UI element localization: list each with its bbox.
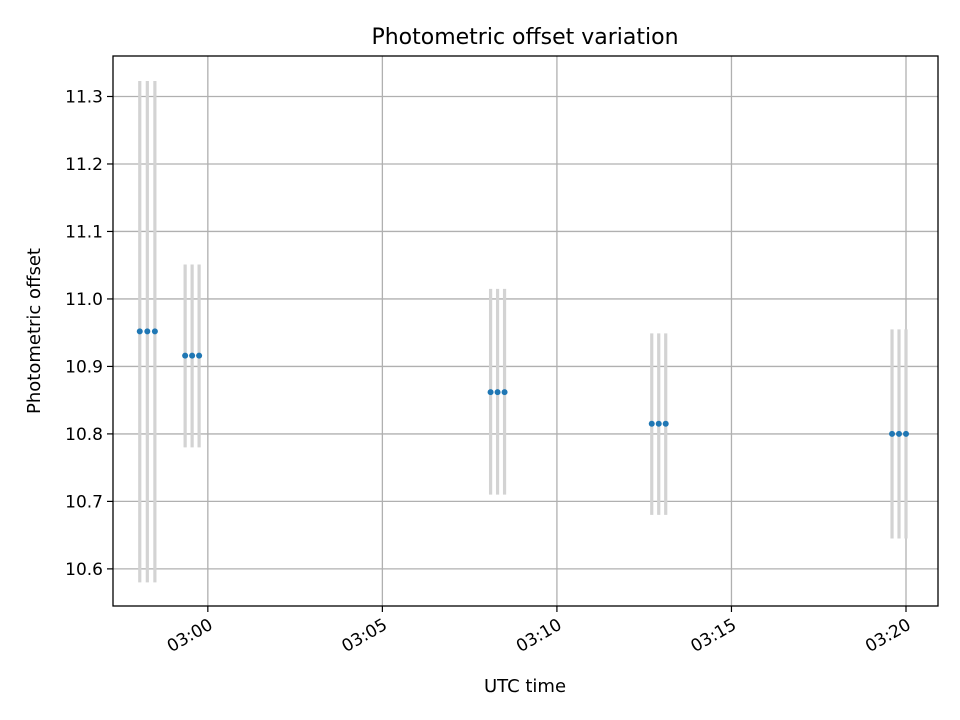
data-point bbox=[889, 430, 896, 437]
data-point bbox=[896, 430, 903, 437]
plot-frame bbox=[112, 55, 939, 607]
y-tick-label: 10.9 bbox=[65, 357, 103, 377]
data-point bbox=[655, 420, 662, 427]
y-axis-label: Photometric offset bbox=[24, 248, 45, 414]
error-bars bbox=[138, 80, 908, 583]
data-point bbox=[136, 328, 143, 335]
data-point bbox=[501, 389, 508, 396]
y-tick-label: 11.1 bbox=[65, 222, 103, 242]
data-point bbox=[648, 420, 655, 427]
data-point bbox=[487, 389, 494, 396]
data-point bbox=[151, 328, 158, 335]
y-tick-label: 10.7 bbox=[65, 492, 103, 512]
grid-lines bbox=[113, 56, 938, 606]
x-axis-label: UTC time bbox=[484, 676, 566, 697]
y-tick-label: 11.0 bbox=[65, 290, 103, 310]
data-point bbox=[903, 430, 910, 437]
y-tick-label: 10.6 bbox=[65, 560, 103, 580]
x-tick-label: 03:10 bbox=[513, 615, 565, 657]
y-axis-ticks: 10.6 10.7 10.8 10.9 11.0 11.1 11.2 11.3 bbox=[65, 87, 113, 580]
data-point bbox=[182, 352, 189, 359]
data-point bbox=[189, 352, 196, 359]
y-tick-label: 10.8 bbox=[65, 425, 103, 445]
data-point bbox=[144, 328, 151, 335]
data-point bbox=[196, 352, 203, 359]
x-tick-label: 03:05 bbox=[338, 615, 390, 657]
data-point bbox=[662, 420, 669, 427]
y-tick-label: 11.3 bbox=[65, 87, 103, 107]
data-points bbox=[136, 328, 910, 437]
y-tick-label: 11.2 bbox=[65, 155, 103, 175]
x-tick-label: 03:20 bbox=[862, 615, 914, 657]
x-tick-label: 03:00 bbox=[164, 615, 216, 657]
data-point bbox=[494, 389, 501, 396]
x-tick-label: 03:15 bbox=[688, 615, 740, 657]
chart-title: Photometric offset variation bbox=[371, 25, 678, 50]
x-axis-ticks: 03:00 03:05 03:10 03:15 03:20 bbox=[164, 606, 915, 657]
